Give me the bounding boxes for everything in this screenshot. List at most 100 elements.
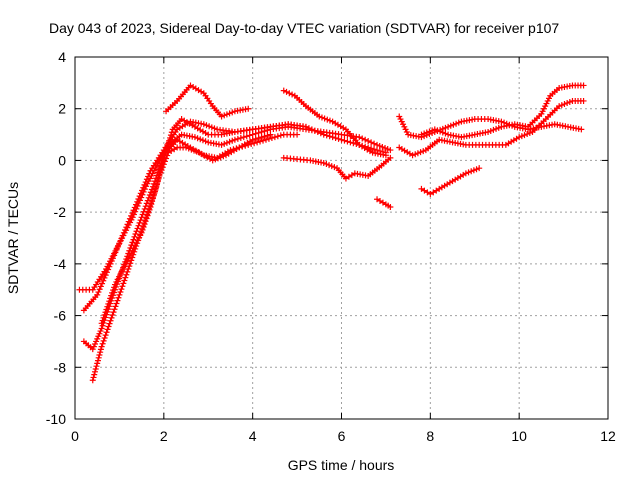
data-point <box>341 137 348 144</box>
data-point <box>111 252 118 259</box>
data-point <box>151 189 158 196</box>
series-arc-d <box>89 116 309 384</box>
data-point <box>221 112 228 119</box>
data-point <box>420 148 427 155</box>
data-point <box>106 298 113 305</box>
data-point <box>132 201 139 208</box>
data-point <box>101 274 108 281</box>
data-point <box>316 113 323 120</box>
data-point <box>94 291 101 298</box>
data-point <box>158 167 165 174</box>
data-point <box>110 287 117 294</box>
data-point <box>289 91 296 98</box>
data-point <box>437 128 444 135</box>
data-point <box>102 309 109 316</box>
data-point <box>326 117 333 124</box>
data-point <box>142 179 149 186</box>
data-point <box>237 135 244 142</box>
data-point <box>99 280 106 287</box>
data-point <box>317 130 324 137</box>
y-tick-label: -10 <box>46 411 66 427</box>
data-point <box>90 374 97 381</box>
data-point <box>323 132 330 139</box>
data-point <box>108 314 115 321</box>
data-point <box>255 135 262 142</box>
data-point <box>119 283 126 290</box>
data-point <box>107 317 114 324</box>
x-tick-label: 10 <box>511 428 527 444</box>
data-point <box>374 141 381 148</box>
data-point <box>111 284 118 291</box>
data-point <box>100 314 107 321</box>
data-point <box>234 135 241 142</box>
data-point <box>143 215 150 222</box>
data-point <box>362 136 369 143</box>
data-point <box>412 151 419 158</box>
data-point <box>434 127 441 134</box>
data-point <box>229 109 236 116</box>
data-point <box>164 143 171 150</box>
x-tick-label: 2 <box>160 428 168 444</box>
data-point <box>431 126 438 133</box>
data-point <box>102 272 109 279</box>
data-point <box>105 323 112 330</box>
data-point <box>119 232 126 239</box>
data-point <box>344 138 351 145</box>
data-point <box>141 181 148 188</box>
data-point <box>318 114 325 121</box>
data-point <box>265 135 272 142</box>
data-point <box>368 145 375 152</box>
y-tick-label: -2 <box>54 204 67 220</box>
data-point <box>95 354 102 361</box>
data-point <box>267 131 274 138</box>
data-point <box>254 139 261 146</box>
data-point <box>99 340 106 347</box>
data-point <box>147 203 154 210</box>
data-point <box>146 192 153 199</box>
data-point <box>450 121 457 128</box>
data-point <box>131 233 138 240</box>
data-point <box>168 129 175 136</box>
grid-layer <box>75 57 608 419</box>
data-point <box>138 229 145 236</box>
data-point <box>260 137 267 144</box>
x-tick-label: 4 <box>249 428 257 444</box>
data-point <box>277 132 284 139</box>
data-point <box>139 187 146 194</box>
data-point <box>96 286 103 293</box>
data-point <box>421 130 428 137</box>
data-point <box>153 184 160 191</box>
data-point <box>191 147 198 154</box>
y-tick-label: 2 <box>58 101 66 117</box>
data-point <box>164 152 171 159</box>
data-point <box>455 119 462 126</box>
data-point <box>147 189 154 196</box>
data-point <box>418 131 425 138</box>
data-point <box>473 166 480 173</box>
data-point <box>199 137 206 144</box>
data-point <box>442 130 449 137</box>
data-point <box>106 263 113 270</box>
data-point <box>118 286 125 293</box>
data-point <box>578 126 585 133</box>
data-point <box>141 221 148 228</box>
data-point <box>294 131 301 138</box>
data-point <box>580 97 587 104</box>
data-point <box>328 163 335 170</box>
data-point <box>114 243 121 250</box>
data-point <box>268 135 275 142</box>
data-point <box>347 139 354 146</box>
data-point <box>145 194 152 201</box>
data-point <box>251 140 258 147</box>
data-point <box>124 221 131 228</box>
data-point <box>442 124 449 131</box>
y-axis-label: SDTVAR / TECUs <box>5 182 21 294</box>
series-arc-f <box>163 82 252 120</box>
data-point <box>126 215 133 222</box>
data-point <box>423 129 430 136</box>
series-arc-l <box>418 82 587 141</box>
series-line <box>92 118 307 381</box>
data-point <box>102 332 109 339</box>
data-point <box>109 311 116 318</box>
data-point <box>94 357 101 364</box>
